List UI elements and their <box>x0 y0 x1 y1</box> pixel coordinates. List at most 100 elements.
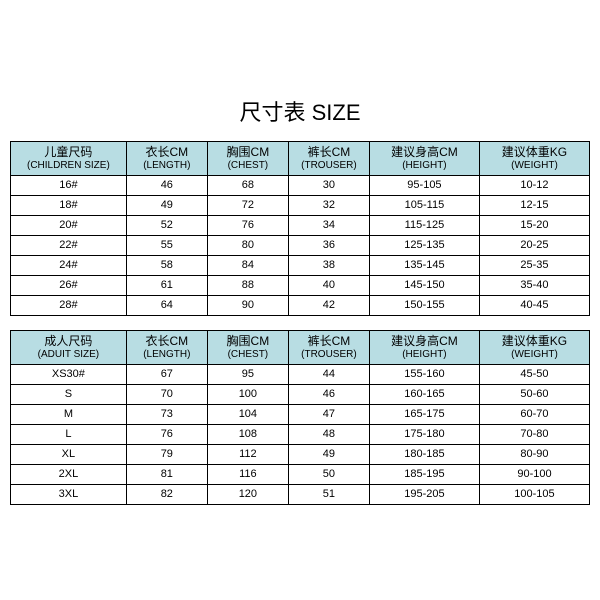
column-header: 建议体重KG(WEIGHT) <box>479 331 589 365</box>
column-header: 衣长CM(LENGTH) <box>126 142 207 176</box>
cell: 34 <box>288 216 369 236</box>
header-cn: 裤长CM <box>290 334 368 348</box>
cell: 58 <box>126 256 207 276</box>
cell: 80 <box>207 236 288 256</box>
column-header: 建议身高CM(HEIGHT) <box>369 331 479 365</box>
cell: 38 <box>288 256 369 276</box>
cell: 10-12 <box>479 176 589 196</box>
cell: 100-105 <box>479 485 589 505</box>
cell: 95-105 <box>369 176 479 196</box>
adult-row: S7010046160-16550-60 <box>11 385 590 405</box>
cell: 145-150 <box>369 276 479 296</box>
column-header: 裤长CM(TROUSER) <box>288 331 369 365</box>
spacer-cell <box>11 316 590 331</box>
cell: 90-100 <box>479 465 589 485</box>
children-row: 28#649042150-15540-45 <box>11 296 590 316</box>
header-en: (CHEST) <box>209 349 287 361</box>
cell: 100 <box>207 385 288 405</box>
header-cn: 建议身高CM <box>371 334 478 348</box>
cell: 48 <box>288 425 369 445</box>
adult-row: L7610848175-18070-80 <box>11 425 590 445</box>
cell: 70 <box>126 385 207 405</box>
header-cn: 建议体重KG <box>481 334 588 348</box>
cell: 160-165 <box>369 385 479 405</box>
cell: 79 <box>126 445 207 465</box>
header-cn: 儿童尺码 <box>12 145 125 159</box>
cell: 20# <box>11 216 127 236</box>
cell: 40 <box>288 276 369 296</box>
cell: 26# <box>11 276 127 296</box>
cell: 125-135 <box>369 236 479 256</box>
cell: 45-50 <box>479 365 589 385</box>
cell: 46 <box>288 385 369 405</box>
cell: 36 <box>288 236 369 256</box>
cell: 64 <box>126 296 207 316</box>
section-spacer <box>11 316 590 331</box>
cell: 42 <box>288 296 369 316</box>
cell: 81 <box>126 465 207 485</box>
adult-row: 2XL8111650185-19590-100 <box>11 465 590 485</box>
children-row: 26#618840145-15035-40 <box>11 276 590 296</box>
cell: 2XL <box>11 465 127 485</box>
cell: S <box>11 385 127 405</box>
cell: 68 <box>207 176 288 196</box>
cell: 32 <box>288 196 369 216</box>
cell: 70-80 <box>479 425 589 445</box>
header-cn: 衣长CM <box>128 334 206 348</box>
cell: 35-40 <box>479 276 589 296</box>
cell: 60-70 <box>479 405 589 425</box>
header-en: (TROUSER) <box>290 349 368 361</box>
cell: 116 <box>207 465 288 485</box>
cell: 67 <box>126 365 207 385</box>
header-en: (WEIGHT) <box>481 349 588 361</box>
cell: 18# <box>11 196 127 216</box>
header-cn: 胸围CM <box>209 334 287 348</box>
header-cn: 成人尺码 <box>12 334 125 348</box>
cell: 112 <box>207 445 288 465</box>
cell: 50-60 <box>479 385 589 405</box>
children-row: 24#588438135-14525-35 <box>11 256 590 276</box>
page-title: 尺寸表 SIZE <box>10 95 590 127</box>
adult-row: M7310447165-17560-70 <box>11 405 590 425</box>
cell: 15-20 <box>479 216 589 236</box>
cell: 50 <box>288 465 369 485</box>
cell: 82 <box>126 485 207 505</box>
cell: 25-35 <box>479 256 589 276</box>
column-header: 建议身高CM(HEIGHT) <box>369 142 479 176</box>
cell: 88 <box>207 276 288 296</box>
column-header: 胸围CM(CHEST) <box>207 142 288 176</box>
cell: 76 <box>126 425 207 445</box>
cell: 28# <box>11 296 127 316</box>
cell: 155-160 <box>369 365 479 385</box>
cell: 105-115 <box>369 196 479 216</box>
cell: 195-205 <box>369 485 479 505</box>
adult-row: 3XL8212051195-205100-105 <box>11 485 590 505</box>
cell: 108 <box>207 425 288 445</box>
children-row: 16#46683095-10510-12 <box>11 176 590 196</box>
cell: 51 <box>288 485 369 505</box>
cell: XS30# <box>11 365 127 385</box>
cell: 30 <box>288 176 369 196</box>
cell: 72 <box>207 196 288 216</box>
column-header: 儿童尺码(CHILDREN SIZE) <box>11 142 127 176</box>
size-chart-page: 尺寸表 SIZE 儿童尺码(CHILDREN SIZE)衣长CM(LENGTH)… <box>10 95 590 505</box>
cell: 90 <box>207 296 288 316</box>
column-header: 成人尺码(ADUIT SIZE) <box>11 331 127 365</box>
adult-row: XL7911249180-18580-90 <box>11 445 590 465</box>
cell: 61 <box>126 276 207 296</box>
cell: 73 <box>126 405 207 425</box>
cell: 84 <box>207 256 288 276</box>
cell: 3XL <box>11 485 127 505</box>
cell: 24# <box>11 256 127 276</box>
cell: 20-25 <box>479 236 589 256</box>
cell: 80-90 <box>479 445 589 465</box>
size-table: 儿童尺码(CHILDREN SIZE)衣长CM(LENGTH)胸围CM(CHES… <box>10 141 590 505</box>
cell: 49 <box>126 196 207 216</box>
header-en: (ADUIT SIZE) <box>12 349 125 361</box>
header-en: (TROUSER) <box>290 160 368 172</box>
cell: 175-180 <box>369 425 479 445</box>
header-cn: 衣长CM <box>128 145 206 159</box>
cell: 180-185 <box>369 445 479 465</box>
adult-row: XS30#679544155-16045-50 <box>11 365 590 385</box>
cell: 44 <box>288 365 369 385</box>
